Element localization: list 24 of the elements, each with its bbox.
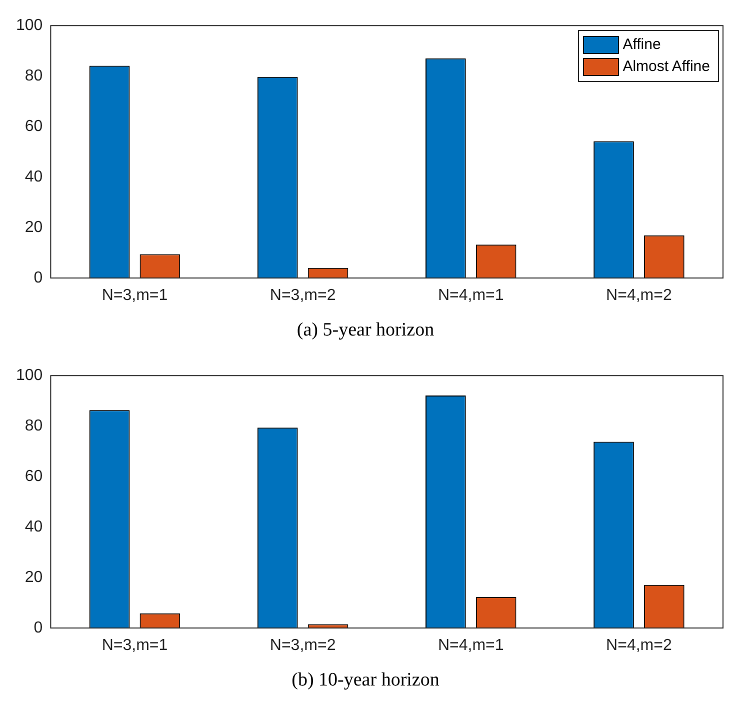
x-tick-label: N=4,m=2 xyxy=(606,637,672,654)
x-tick-label: N=3,m=1 xyxy=(102,637,168,654)
x-tick-label: N=4,m=2 xyxy=(606,287,672,304)
y-tick-label: 80 xyxy=(24,67,43,84)
x-tick-label: N=4,m=1 xyxy=(438,287,504,304)
x-tick-label: N=4,m=1 xyxy=(438,637,504,654)
x-tick-label: N=3,m=1 xyxy=(102,287,168,304)
x-tick-label: N=3,m=2 xyxy=(270,287,336,304)
y-tick-label: 0 xyxy=(34,619,43,636)
y-tick-label: 20 xyxy=(24,218,43,236)
y-tick-label: 20 xyxy=(24,568,43,586)
y-tick-label: 0 xyxy=(34,269,43,286)
text: (b) 10-year horizon xyxy=(292,670,440,691)
y-tick-label: 60 xyxy=(24,118,43,135)
y-tick-label: 100 xyxy=(16,17,43,34)
legend-label: Affine xyxy=(622,34,661,55)
y-tick-label: 40 xyxy=(24,518,43,536)
y-tick-label: 80 xyxy=(24,417,43,434)
y-tick-label: 40 xyxy=(24,168,43,186)
text: (a) 5-year horizon xyxy=(296,320,435,341)
legend-label: Almost Affine xyxy=(622,56,710,77)
x-tick-label: N=3,m=2 xyxy=(270,637,336,654)
y-tick-label: 100 xyxy=(16,367,43,384)
y-tick-label: 60 xyxy=(24,468,43,485)
